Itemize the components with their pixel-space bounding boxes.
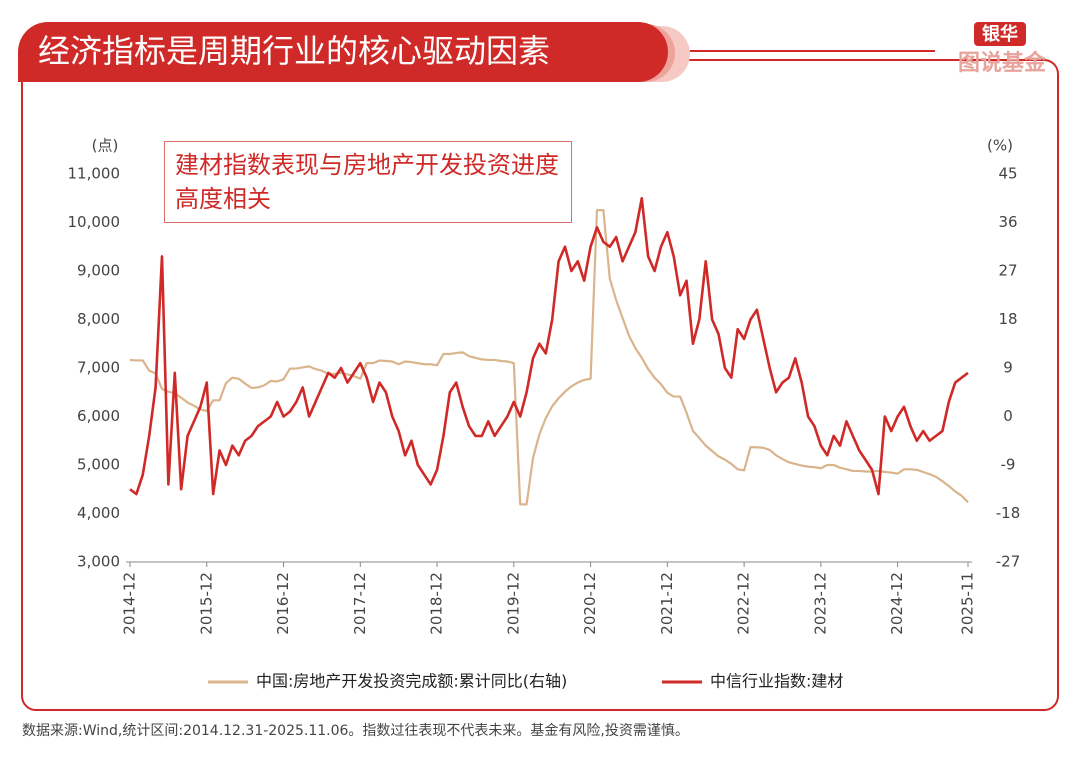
logo-bottom: 图说基金 — [958, 50, 1047, 76]
x-tick-label: 2021-12 — [658, 572, 676, 635]
y-tick-label: 9,000 — [77, 262, 120, 280]
banner — [18, 22, 668, 82]
x-tick-label: 2018-12 — [428, 572, 446, 635]
y2-tick-label: -9 — [1001, 456, 1016, 474]
x-tick-label: 2024-12 — [888, 572, 906, 635]
footer-source: 数据来源:Wind,统计区间:2014.12.31-2025.11.06。指数过… — [22, 723, 689, 739]
y2-unit: (%) — [987, 137, 1013, 155]
logo-badge — [974, 22, 1026, 46]
logo-top: 银华 — [982, 23, 1018, 45]
x-tick-label: 2022-12 — [735, 572, 753, 635]
y2-tick-label: 0 — [1003, 407, 1013, 425]
x-tick-label: 2025-11 — [959, 572, 977, 635]
legend-label: 中信行业指数:建材 — [710, 672, 843, 691]
y-tick-label: 11,000 — [68, 165, 121, 183]
y-tick-label: 3,000 — [77, 553, 120, 571]
y2-tick-label: 45 — [998, 165, 1017, 183]
legend-label: 中国:房地产开发投资完成额:累计同比(右轴) — [256, 672, 567, 691]
y-tick-label: 6,000 — [77, 407, 120, 425]
y2-tick-label: -18 — [996, 504, 1021, 522]
y-tick-label: 8,000 — [77, 310, 120, 328]
x-tick-label: 2023-12 — [811, 572, 829, 635]
y-unit: (点) — [92, 137, 119, 155]
y-tick-label: 7,000 — [77, 359, 120, 377]
y2-tick-label: 9 — [1003, 359, 1013, 377]
x-tick-label: 2016-12 — [274, 572, 292, 635]
x-tick-label: 2014-12 — [121, 572, 139, 635]
y2-tick-label: 18 — [998, 310, 1017, 328]
annotation: 建材指数表现与房地产开发投资进度高度相关 — [164, 141, 572, 223]
y2-tick-label: 36 — [998, 213, 1017, 231]
x-tick-label: 2015-12 — [197, 572, 215, 635]
x-tick-label: 2017-12 — [351, 572, 369, 635]
x-tick-label: 2020-12 — [581, 572, 599, 635]
series-line — [129, 196, 969, 496]
y2-tick-label: -27 — [996, 553, 1021, 571]
y2-tick-label: 27 — [998, 262, 1017, 280]
y-tick-label: 5,000 — [77, 456, 120, 474]
y-tick-label: 10,000 — [68, 213, 121, 231]
y-tick-label: 4,000 — [77, 504, 120, 522]
x-tick-label: 2019-12 — [504, 572, 522, 635]
series-line — [129, 209, 969, 506]
banner-corner — [18, 52, 58, 82]
title: 经济指标是周期行业的核心驱动因素 — [38, 32, 550, 70]
